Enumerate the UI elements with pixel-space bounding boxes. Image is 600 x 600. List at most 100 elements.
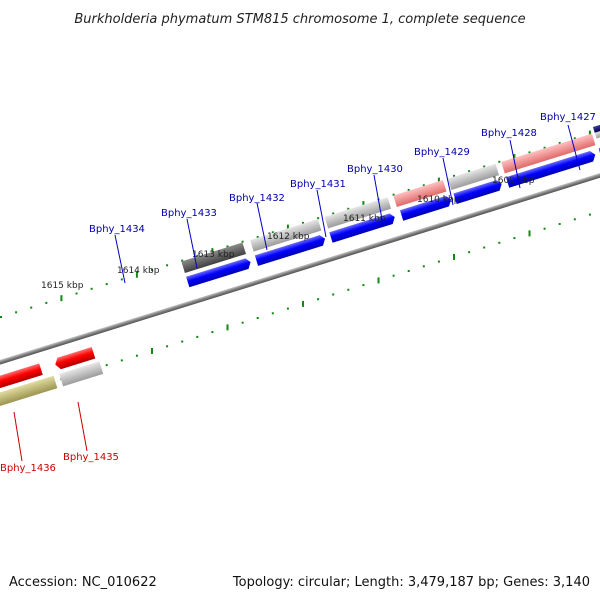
minor-tick (498, 241, 501, 244)
reverse-cds-row (0, 347, 96, 392)
minor-tick (120, 359, 123, 362)
major-tick (211, 248, 214, 255)
tick-label: 1613 kbp (192, 250, 235, 260)
gene-label[interactable]: Bphy_1435 (63, 452, 119, 463)
gene-bar[interactable] (0, 375, 58, 409)
major-tick (453, 253, 455, 260)
minor-tick (196, 254, 199, 257)
gene-bar[interactable] (181, 242, 246, 273)
minor-tick (105, 283, 108, 286)
minor-tick (422, 265, 425, 268)
minor-tick (302, 221, 304, 224)
minor-tick (181, 340, 184, 343)
gene-label[interactable]: Bphy_1430 (347, 164, 403, 175)
chromosome-backbone (0, 163, 600, 371)
gene-label[interactable]: Bphy_1433 (161, 208, 217, 219)
minor-tick (468, 251, 471, 254)
minor-tick (30, 306, 33, 309)
minor-tick (181, 259, 184, 262)
gene-bar[interactable] (59, 361, 104, 387)
minor-tick (543, 227, 546, 230)
major-tick (151, 348, 153, 354)
cds-arrow[interactable] (399, 195, 453, 221)
cds-arrow[interactable] (186, 257, 252, 288)
minor-tick (166, 345, 169, 348)
gene-label[interactable]: Bphy_1427 (540, 112, 596, 123)
major-tick (60, 295, 63, 302)
minor-tick (0, 316, 2, 318)
minor-tick (120, 278, 123, 281)
minor-tick (332, 293, 335, 296)
minor-tick (211, 331, 214, 334)
major-tick (437, 177, 440, 184)
minor-tick (332, 212, 335, 215)
major-tick (362, 201, 365, 208)
gene-label[interactable]: Bphy_1436 (0, 463, 56, 474)
minor-tick (498, 160, 501, 163)
minor-tick (75, 292, 78, 295)
tick-label: 1614 kbp (117, 266, 160, 276)
cds-arrow[interactable] (0, 363, 43, 392)
cds-arrow[interactable] (254, 234, 327, 266)
minor-tick (241, 321, 244, 324)
minor-tick (392, 274, 395, 277)
gene-label[interactable]: Bphy_1434 (89, 224, 145, 235)
gene-label[interactable]: Bphy_1432 (229, 193, 285, 204)
reverse-gene-row (0, 361, 104, 409)
minor-tick (45, 301, 48, 304)
minor-tick (422, 184, 425, 187)
gene-bar[interactable] (250, 219, 322, 252)
accession-label: Accession: NC_010622 (9, 575, 157, 590)
major-tick (135, 271, 138, 278)
minor-tick (558, 142, 561, 144)
gene-bar[interactable] (501, 133, 596, 174)
gene-leader-lines (114, 124, 581, 284)
tick-label: 1615 kbp (41, 281, 84, 291)
cds-arrow[interactable] (54, 347, 96, 370)
minor-tick (407, 189, 410, 191)
forward-cds-row (186, 135, 600, 288)
minor-tick (513, 237, 516, 240)
minor-tick (528, 151, 531, 154)
minor-tick (317, 298, 320, 301)
minor-tick (241, 240, 244, 243)
tick-label: 1610 kbp (417, 195, 460, 205)
minor-tick (573, 137, 576, 140)
major-tick (226, 324, 229, 331)
minor-tick (453, 174, 455, 177)
minor-tick (271, 231, 274, 234)
gene-label[interactable]: Bphy_1428 (481, 128, 537, 139)
minor-tick (347, 207, 350, 210)
major-tick (528, 230, 531, 237)
minor-tick (483, 165, 486, 168)
gene-bar[interactable] (324, 197, 392, 229)
major-tick (377, 277, 380, 284)
gene-leader-lines-reverse (13, 401, 88, 462)
gene-bar[interactable] (393, 180, 447, 207)
gene-label[interactable]: Bphy_1429 (414, 147, 470, 158)
cds-arrow[interactable] (505, 150, 597, 188)
major-tick (513, 154, 516, 161)
minor-tick (573, 218, 576, 221)
cds-arrow[interactable] (453, 179, 503, 205)
cds-arrow[interactable] (329, 212, 396, 243)
gene-bar[interactable] (447, 163, 500, 191)
minor-tick (271, 312, 274, 315)
minor-tick (407, 270, 410, 272)
forward-gene-row (181, 113, 600, 273)
minor-tick (15, 311, 18, 314)
major-tick (588, 130, 591, 137)
gene-labels: Bphy_1427 Bphy_1428 Bphy_1429 Bphy_1430 … (0, 112, 596, 474)
map-title: Burkholderia phymatum STM815 chromosome … (74, 12, 525, 27)
minor-tick (317, 217, 320, 220)
minor-tick (483, 246, 486, 249)
minor-tick (226, 245, 229, 248)
minor-tick (256, 317, 259, 319)
minor-tick (286, 307, 289, 310)
minor-tick (256, 236, 259, 238)
minor-tick (347, 288, 350, 291)
gene-label[interactable]: Bphy_1431 (290, 179, 346, 190)
tick-labels: 1609 kbp 1610 kbp 1611 kbp 1612 kbp 1613… (41, 176, 535, 291)
tick-label: 1609 kbp (492, 176, 535, 186)
